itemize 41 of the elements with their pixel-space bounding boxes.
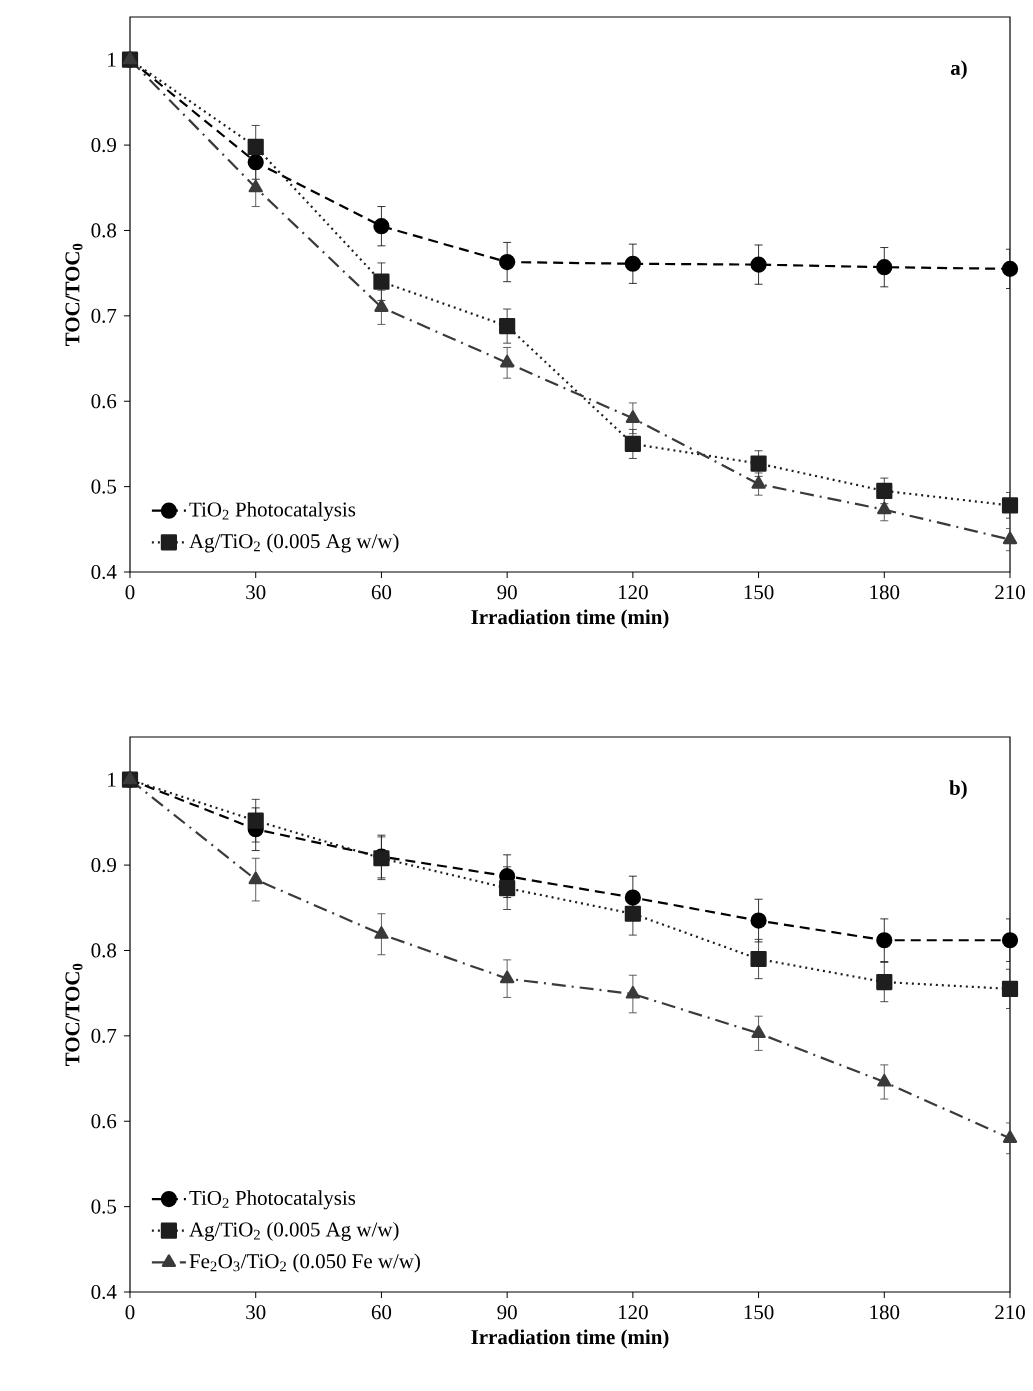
- y-tick-label: 0.5: [91, 479, 117, 494]
- y-tick-label: 0.4: [91, 1284, 117, 1300]
- y-tick-label: 0.4: [91, 564, 117, 580]
- x-tick-label: 180: [870, 585, 900, 600]
- y-tick-label: 0.6: [91, 1114, 117, 1129]
- x-tick-label: 0: [125, 585, 135, 600]
- y-tick-label: 0.7: [91, 308, 117, 323]
- y-tick-label: 0.8: [91, 943, 117, 958]
- x-tick-label: 210: [995, 585, 1026, 600]
- legend-label: Ag/TiO$_{2}$ (0.005 Ag w/w): [189, 1221, 399, 1241]
- x-tick-label: 0: [125, 1305, 135, 1320]
- x-tick-label: 30: [246, 1305, 266, 1320]
- y-tick-label: 1: [108, 772, 116, 787]
- x-tick-label: 120: [619, 1305, 648, 1320]
- text: TOC/TOC$_{0}$: [65, 243, 83, 346]
- x-axis-title: Irradiation time (min): [471, 609, 669, 629]
- x-tick-label: 30: [246, 585, 266, 600]
- x-tick-label: 150: [744, 1305, 774, 1320]
- text: a): [951, 60, 967, 80]
- x-tick-label: 90: [497, 1305, 517, 1320]
- y-tick-label: 0.6: [91, 394, 117, 409]
- x-tick-label: 60: [372, 1305, 392, 1320]
- x-tick-label: 150: [744, 585, 774, 600]
- x-axis-title: Irradiation time (min): [471, 1329, 669, 1349]
- text: b): [949, 780, 967, 800]
- x-tick-label: 210: [995, 1305, 1026, 1320]
- x-tick-label: 120: [619, 585, 648, 600]
- legend-label: Fe$_{2}$O$_{3}$/TiO$_{2}$ (0.050 Fe w/w): [189, 1253, 421, 1273]
- legend-label: TiO$_{2}$ Photocatalysis: [189, 501, 356, 521]
- y-tick-label: 1: [108, 52, 116, 67]
- legend-label: Ag/TiO$_{2}$ (0.005 Ag w/w): [189, 533, 399, 553]
- legend-label: TiO$_{2}$ Photocatalysis: [189, 1190, 356, 1210]
- x-tick-label: 180: [870, 1305, 900, 1320]
- y-tick-label: 0.8: [91, 223, 117, 238]
- y-tick-label: 0.7: [91, 1028, 117, 1043]
- x-tick-label: 90: [497, 585, 517, 600]
- x-tick-label: 60: [372, 585, 392, 600]
- y-tick-label: 0.5: [91, 1199, 117, 1214]
- text: TOC/TOC$_{0}$: [65, 963, 83, 1066]
- y-tick-label: 0.9: [91, 857, 117, 873]
- y-tick-label: 0.9: [91, 137, 117, 153]
